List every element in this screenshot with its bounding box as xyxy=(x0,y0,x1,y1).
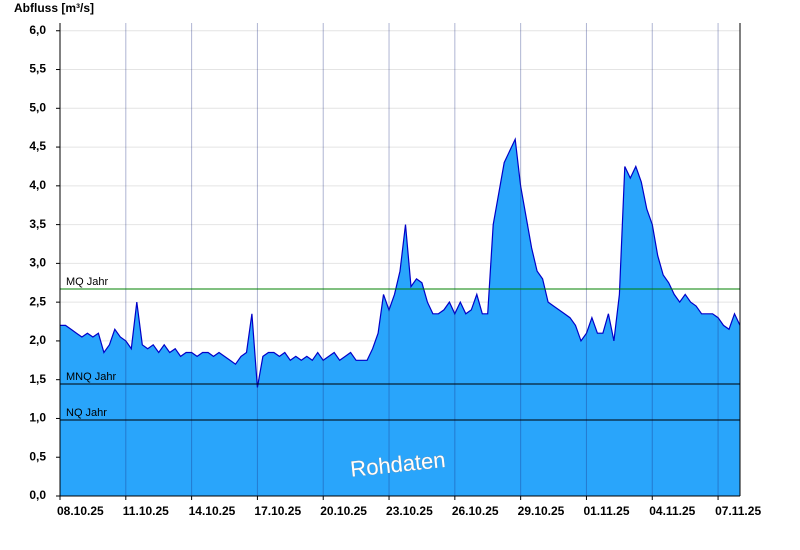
y-tick-label: 2,5 xyxy=(29,294,46,308)
area-outline xyxy=(60,137,741,388)
y-tick-label: 0,0 xyxy=(29,488,46,502)
reference-label: MQ Jahr xyxy=(66,276,109,288)
chart-title: Abfluss [m³/s] xyxy=(14,1,94,15)
x-tick-label: 23.10.25 xyxy=(386,504,433,518)
x-tick-label: 11.10.25 xyxy=(123,504,169,518)
y-tick-label: 5,5 xyxy=(29,62,46,76)
y-tick-label: 0,5 xyxy=(29,449,46,463)
y-tick-label: 3,0 xyxy=(29,256,46,270)
x-tick-label: 20.10.25 xyxy=(320,504,367,518)
x-tick-label: 26.10.25 xyxy=(452,504,499,518)
y-tick-label: 3,5 xyxy=(29,217,46,231)
x-tick-label: 14.10.25 xyxy=(189,504,236,518)
y-tick-label: 1,5 xyxy=(29,372,46,386)
x-tick-label: 08.10.25 xyxy=(57,504,104,518)
reference-label: MNQ Jahr xyxy=(66,371,116,383)
x-tick-label: 17.10.25 xyxy=(254,504,301,518)
y-tick-label: 4,0 xyxy=(29,178,46,192)
x-tick-label: 07.11.25 xyxy=(715,504,761,518)
y-tick-label: 5,0 xyxy=(29,100,46,114)
x-tick-label: 01.11.25 xyxy=(583,504,629,518)
y-tick-label: 6,0 xyxy=(29,23,46,37)
y-tick-label: 2,0 xyxy=(29,333,46,347)
reference-label: NQ Jahr xyxy=(66,407,107,419)
x-tick-label: 29.10.25 xyxy=(518,504,565,518)
y-tick-label: 1,0 xyxy=(29,411,46,425)
area xyxy=(60,139,740,497)
x-tick-label: 04.11.25 xyxy=(649,504,695,518)
y-tick-label: 4,5 xyxy=(29,139,46,153)
